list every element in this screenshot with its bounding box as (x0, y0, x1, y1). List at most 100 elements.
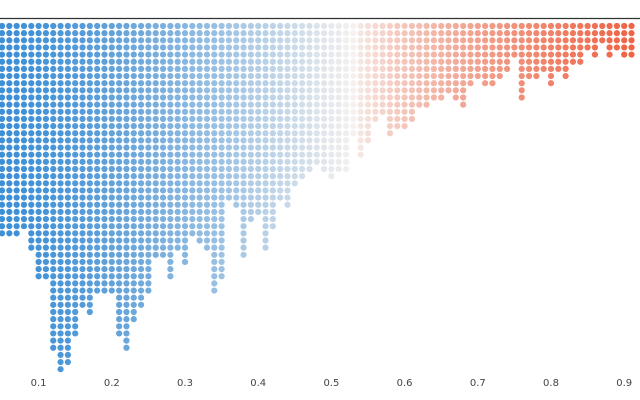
data-point (6, 180, 13, 187)
data-point (130, 237, 137, 244)
data-point (108, 230, 115, 237)
data-point (401, 44, 408, 51)
data-point (577, 44, 584, 51)
data-point (364, 108, 372, 115)
data-point (482, 22, 489, 30)
data-point (218, 208, 225, 215)
data-point (394, 108, 401, 115)
data-point (233, 101, 240, 108)
data-point (167, 244, 174, 251)
data-point (116, 273, 123, 280)
data-point (130, 316, 137, 323)
data-point (269, 130, 276, 137)
data-point (386, 94, 394, 101)
data-point (108, 223, 115, 230)
data-point (64, 358, 71, 366)
data-point (35, 115, 42, 123)
data-point (328, 22, 335, 30)
data-point (262, 137, 269, 144)
data-point (379, 101, 386, 108)
data-point (196, 51, 203, 58)
x-tick-label: 0.5 (323, 378, 339, 389)
data-point (108, 108, 115, 115)
data-point (101, 108, 108, 115)
data-point (145, 30, 152, 37)
data-point (42, 65, 50, 72)
data-point (364, 30, 372, 37)
data-point (174, 87, 181, 94)
data-point (57, 301, 64, 308)
data-point (247, 144, 254, 151)
data-point (255, 158, 262, 165)
data-point (225, 165, 233, 173)
data-point (137, 65, 145, 72)
data-point (342, 115, 350, 123)
data-point (167, 115, 174, 123)
data-point (42, 251, 50, 258)
data-point (306, 108, 313, 115)
data-point (416, 65, 423, 72)
data-point (269, 215, 276, 223)
data-point (423, 30, 430, 37)
data-point (240, 123, 247, 130)
data-point (145, 223, 152, 230)
data-point (35, 30, 42, 37)
data-point (108, 201, 115, 208)
data-point (79, 22, 86, 30)
data-point (496, 44, 503, 51)
data-point (123, 316, 130, 323)
data-point (240, 194, 247, 201)
data-point (86, 144, 93, 151)
data-point (79, 37, 86, 44)
data-point (167, 144, 174, 151)
data-point (130, 208, 137, 215)
data-point (452, 22, 459, 30)
data-point (372, 108, 379, 115)
data-point (291, 30, 298, 37)
data-point (79, 237, 86, 244)
data-point (299, 123, 306, 130)
data-point (94, 87, 101, 94)
data-point (613, 30, 620, 37)
data-point (174, 80, 181, 87)
data-point (320, 65, 328, 72)
data-point (255, 144, 262, 151)
data-point (379, 22, 386, 30)
data-point (116, 30, 123, 37)
data-point (116, 65, 123, 72)
data-point (130, 115, 137, 123)
data-point (86, 273, 93, 280)
data-point (159, 187, 167, 194)
data-point (262, 80, 269, 87)
data-point (86, 137, 93, 144)
data-point (240, 165, 247, 173)
data-point (42, 194, 50, 201)
data-point (13, 65, 20, 72)
data-point (50, 251, 57, 258)
data-point (137, 72, 145, 80)
data-point (401, 72, 408, 80)
data-point (72, 316, 79, 323)
data-point (196, 130, 203, 137)
data-point (116, 58, 123, 65)
data-point (218, 187, 225, 194)
data-point (72, 130, 79, 137)
data-point (79, 158, 86, 165)
data-point (408, 87, 416, 94)
data-point (64, 123, 71, 130)
data-point (240, 137, 247, 144)
data-point (533, 30, 540, 37)
data-point (189, 230, 196, 237)
data-point (159, 237, 167, 244)
data-point (342, 165, 350, 173)
data-point (50, 158, 57, 165)
data-point (189, 194, 196, 201)
data-point (86, 44, 93, 51)
data-point (233, 180, 240, 187)
data-point (569, 37, 577, 44)
data-point (460, 94, 467, 101)
data-point (152, 173, 159, 180)
data-point (269, 44, 276, 51)
data-point (233, 44, 240, 51)
data-point (159, 58, 167, 65)
